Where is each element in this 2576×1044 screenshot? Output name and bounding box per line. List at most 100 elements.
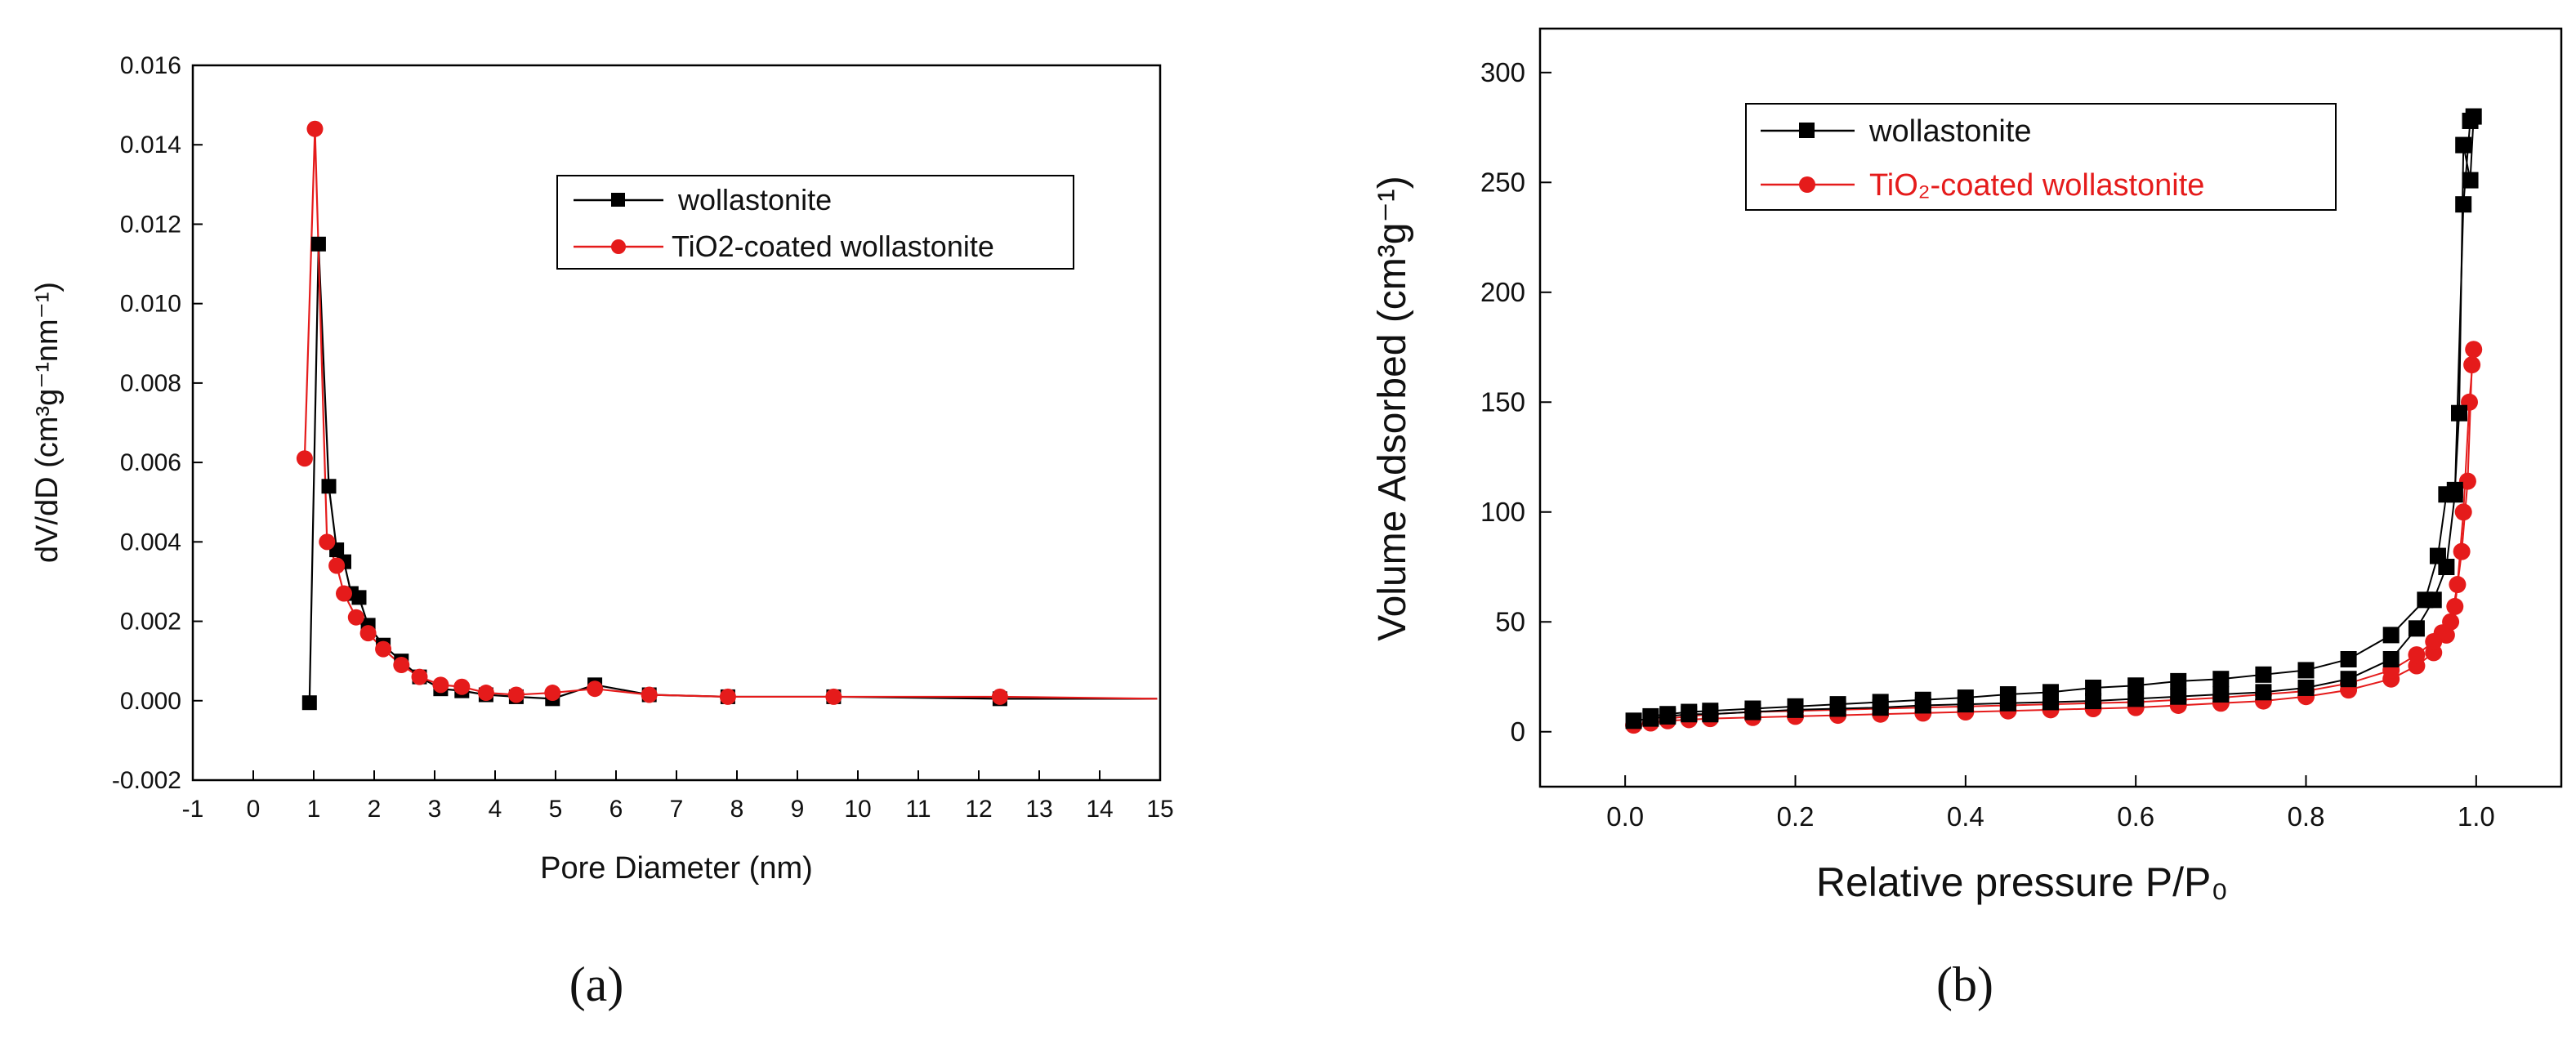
data-point-wollastonite-b — [2340, 650, 2357, 667]
chart-a: -0.002 0.000 0.002 0.004 0.006 0.008 0.010 0.01… — [30, 52, 1174, 1011]
x-tick-label-a: 5 — [549, 796, 563, 823]
data-point-tio2-b — [2465, 341, 2483, 359]
data-point-tio2-a — [544, 685, 561, 702]
data-point-wollastonite-b — [1999, 686, 2016, 703]
data-point-tio2-b — [2408, 646, 2426, 664]
data-point-wollastonite-b — [2408, 620, 2425, 637]
data-point-tio2-a — [328, 557, 346, 574]
y-axis-label-a: dV/dD (cm³g⁻¹nm⁻¹) — [30, 282, 65, 563]
data-point-tio2-b — [2449, 576, 2467, 594]
legend-label-tio2-b: TiO₂-coated wollastonite — [1869, 168, 2204, 203]
data-point-tio2-a — [319, 533, 336, 551]
legend-box-a — [556, 175, 1074, 270]
x-tick-label-b: 1.0 — [2458, 801, 2495, 832]
data-point-wollastonite-b — [2297, 679, 2315, 696]
data-point-tio2-a — [411, 668, 428, 685]
y-tick-label-a: 0.008 — [120, 370, 181, 397]
chart-b: 0 50 100 150 200 250 300 0.0 0.2 0.4 0.6 0.8 1.0 Re… — [1371, 27, 2563, 1011]
data-point-wollastonite-a — [321, 479, 337, 494]
data-point-tio2-b — [2453, 542, 2471, 560]
data-point-wollastonite-b — [2255, 666, 2272, 683]
panel-label-a: (a) — [569, 957, 624, 1011]
data-point-wollastonite-b — [2462, 172, 2479, 189]
x-tick-label-a: 2 — [368, 796, 382, 823]
data-point-tio2-a — [296, 450, 313, 467]
data-point-wollastonite-b — [2170, 672, 2187, 689]
y-tick-label-a: 0.000 — [120, 688, 181, 715]
x-tick-label-a: 6 — [609, 796, 623, 823]
legend-label-wollastonite-a: wollastonite — [677, 183, 832, 216]
data-point-wollastonite-b — [2340, 671, 2357, 688]
data-point-wollastonite-b — [2297, 662, 2315, 679]
x-tick-label-a: 9 — [791, 796, 805, 823]
data-point-wollastonite-b — [1957, 689, 1974, 707]
data-point-tio2-a — [825, 688, 842, 705]
data-point-tio2-a — [719, 688, 736, 705]
y-tick-label-b: 50 — [1495, 606, 1525, 636]
legend-marker-wollastonite-a — [611, 193, 625, 207]
data-point-wollastonite-b — [2212, 686, 2230, 703]
data-point-wollastonite-b — [1681, 703, 1698, 721]
data-point-wollastonite-b — [2085, 693, 2102, 710]
plot-frame-a — [191, 64, 1162, 782]
data-point-wollastonite-b — [1642, 707, 1659, 725]
y-tick-label-b: 100 — [1480, 497, 1525, 527]
legend-marker-tio2-a — [611, 239, 626, 254]
y-ticks-a: -0.002 0.000 0.002 0.004 0.006 0.008 0.010 0.01… — [112, 52, 203, 794]
data-point-wollastonite-a — [351, 590, 367, 605]
legend-label-tio2-a: TiO2-coated wollastonite — [672, 230, 994, 263]
x-axis-label-a: Pore Diameter (nm) — [540, 851, 813, 886]
data-point-tio2-b — [2446, 597, 2464, 615]
data-point-wollastonite-b — [2382, 627, 2400, 644]
y-tick-label-a: 0.002 — [120, 609, 181, 636]
y-tick-label-b: 250 — [1480, 167, 1525, 197]
data-point-wollastonite-b — [2127, 677, 2145, 694]
x-ticks-b: 0.0 0.2 0.4 0.6 0.8 1.0 — [1606, 775, 2495, 832]
data-point-wollastonite-b — [2417, 591, 2434, 609]
data-point-wollastonite-b — [1787, 698, 1804, 715]
x-tick-label-a: -1 — [182, 796, 204, 823]
data-point-wollastonite-b — [2429, 547, 2446, 564]
data-point-wollastonite-b — [2042, 684, 2059, 701]
x-tick-label-a: 13 — [1025, 796, 1052, 823]
series-b — [1625, 108, 2483, 734]
y-tick-label-a: 0.014 — [120, 132, 181, 158]
x-ticks-a: -1 0 1 2 3 4 5 6 7 8 9 10 11 12 13 14 15 — [182, 770, 1174, 823]
legend-marker-tio2-b — [1799, 176, 1815, 193]
data-point-tio2-b — [2463, 356, 2481, 374]
x-axis-label-b-text: Relative pressure P/P₀ — [1816, 859, 2228, 905]
data-point-tio2-a — [477, 685, 494, 702]
legend-marker-wollastonite-b — [1799, 123, 1815, 138]
data-point-wollastonite-b — [1702, 703, 1719, 720]
data-point-wollastonite-a — [301, 695, 317, 711]
data-point-tio2-a — [432, 676, 449, 694]
y-tick-label-b: 0 — [1511, 716, 1525, 747]
data-point-wollastonite-b — [2085, 679, 2102, 696]
x-axis-label-b: Relative pressure P/P₀ — [1816, 859, 2228, 905]
data-point-wollastonite-b — [1744, 700, 1761, 717]
data-point-wollastonite-b — [2255, 684, 2272, 701]
y-tick-label-b: 300 — [1480, 57, 1525, 87]
y-ticks-b: 0 50 100 150 200 250 300 — [1480, 57, 1551, 747]
data-point-tio2-b — [2454, 503, 2472, 521]
x-tick-label-a: 1 — [307, 796, 321, 823]
y-tick-label-a: 0.004 — [120, 529, 181, 555]
series-line-wollastonite-b — [1633, 120, 2471, 722]
series-a — [296, 120, 1158, 711]
data-point-wollastonite-a — [310, 236, 326, 252]
y-tick-label-a: 0.006 — [120, 449, 181, 476]
data-point-tio2-a — [306, 120, 324, 137]
data-point-wollastonite-b — [1659, 706, 1676, 723]
legend-a: wollastonite TiO2-coated wollastonite — [556, 175, 1074, 270]
data-point-tio2-a — [336, 585, 352, 602]
data-point-wollastonite-b — [2127, 690, 2145, 707]
data-point-tio2-a — [641, 686, 658, 703]
data-point-wollastonite-b — [1872, 694, 1889, 711]
data-point-tio2-a — [453, 678, 471, 695]
data-point-wollastonite-b — [2455, 196, 2472, 213]
legend-label-wollastonite-b: wollastonite — [1868, 114, 2032, 149]
data-point-wollastonite-b — [2438, 486, 2455, 503]
data-point-wollastonite-b — [1914, 691, 1931, 708]
data-point-tio2-b — [2425, 632, 2443, 650]
